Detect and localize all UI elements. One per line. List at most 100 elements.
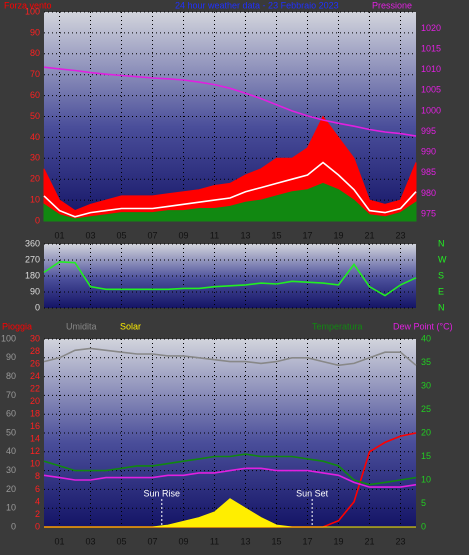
x-tick-label: 11 [210,536,219,546]
x-tick-label: 21 [364,536,374,546]
x-tick-label: 09 [178,536,188,546]
y-tick-label: 100 [25,6,40,16]
y-tick-label: 90 [30,27,40,37]
y3-tick-label: 14 [30,434,40,444]
x-tick-label: 23 [395,230,405,240]
y3-tick-label: 20 [30,396,40,406]
y-tick-label: 20 [6,484,16,494]
y-tick-label: 70 [6,390,16,400]
y2-tick-label: 1005 [421,85,441,95]
x-tick-label: 21 [364,230,374,240]
y-tick-label: 270 [25,254,40,264]
y2-tick-label: 15 [421,451,431,461]
y2-tick-label: 985 [421,167,436,177]
y2-tick-label: 40 [421,333,431,343]
x-tick-label: 05 [116,536,126,546]
y2-tick-label: E [438,286,444,296]
y3-tick-label: 24 [30,371,40,381]
y2-tick-label: 1015 [421,43,441,53]
x-tick-label: 13 [240,230,250,240]
legend-label: Solar [120,321,141,331]
x-tick-label: 11 [210,230,219,240]
y2-tick-label: 5 [421,498,426,508]
x-tick-label: 23 [395,536,405,546]
y-tick-label: 10 [6,503,16,513]
y2-tick-label: N [438,238,445,248]
y-tick-label: 180 [25,270,40,280]
series-line [43,66,417,137]
annotation-label: Sun Set [296,488,329,498]
plot-area [44,244,416,308]
y2-axis-label: Pressione [372,0,412,10]
y-tick-label: 80 [6,371,16,381]
y-tick-label: 360 [25,238,40,248]
y2-tick-label: S [438,270,444,280]
series-line [43,453,417,486]
chart-title: 24 hour weather data - 23 Febbraio 2023 [175,0,339,10]
x-tick-label: 19 [333,536,343,546]
y-tick-label: 20 [30,174,40,184]
y2-tick-label: 1000 [421,105,441,115]
series-line [43,161,417,218]
y-tick-label: 90 [6,352,16,362]
x-tick-label: 17 [302,536,312,546]
y-tick-label: 40 [30,132,40,142]
y3-tick-label: 0 [35,521,40,531]
x-tick-label: 15 [271,230,281,240]
y-tick-label: 10 [30,194,40,204]
legend-label: Pioggia [2,321,32,331]
y3-tick-label: 2 [35,509,40,519]
series-line [43,347,417,367]
y3-tick-label: 16 [30,421,40,431]
y3-tick-label: 22 [30,384,40,394]
x-tick-label: 05 [116,230,126,240]
y-tick-label: 40 [6,446,16,456]
y-tick-label: 30 [6,465,16,475]
x-tick-label: 07 [147,536,157,546]
y2-tick-label: W [438,254,447,264]
series-area [43,182,417,222]
annotation-label: Sun Rise [144,488,181,498]
y-tick-label: 0 [35,215,40,225]
y-axis-label: Forza vento [4,0,52,10]
series-area [44,498,416,528]
legend-label: Umidita [66,321,97,331]
y2-tick-label: 1010 [421,64,441,74]
y3-tick-label: 10 [30,459,40,469]
y-tick-label: 50 [30,111,40,121]
y3-tick-label: 4 [35,496,40,506]
x-tick-label: 01 [54,536,64,546]
legend-label: Dew Point (°C) [393,321,453,331]
y2-tick-label: 980 [421,188,436,198]
y3-tick-label: 8 [35,471,40,481]
y2-tick-label: 990 [421,147,436,157]
y2-tick-label: 30 [421,380,431,390]
x-tick-label: 01 [54,230,64,240]
x-tick-label: 03 [85,536,95,546]
y2-tick-label: 975 [421,208,436,218]
y2-tick-label: 20 [421,427,431,437]
x-tick-label: 13 [240,536,250,546]
y-tick-label: 70 [30,69,40,79]
y3-tick-label: 6 [35,484,40,494]
y2-tick-label: 25 [421,404,431,414]
y3-tick-label: 26 [30,358,40,368]
y-tick-label: 60 [30,90,40,100]
plot-area [44,339,416,527]
y2-tick-label: 0 [421,521,426,531]
y-tick-label: 60 [6,409,16,419]
y-tick-label: 50 [6,427,16,437]
legend-label: Temperatura [312,321,363,331]
y-tick-label: 30 [30,153,40,163]
y3-tick-label: 28 [30,346,40,356]
series-line [43,260,417,297]
y2-tick-label: 995 [421,126,436,136]
y2-tick-label: 1020 [421,23,441,33]
y-tick-label: 0 [35,302,40,312]
x-tick-label: 15 [271,536,281,546]
y2-tick-label: N [438,302,445,312]
series-line [43,467,417,488]
y3-tick-label: 18 [30,409,40,419]
y2-tick-label: 10 [421,474,431,484]
